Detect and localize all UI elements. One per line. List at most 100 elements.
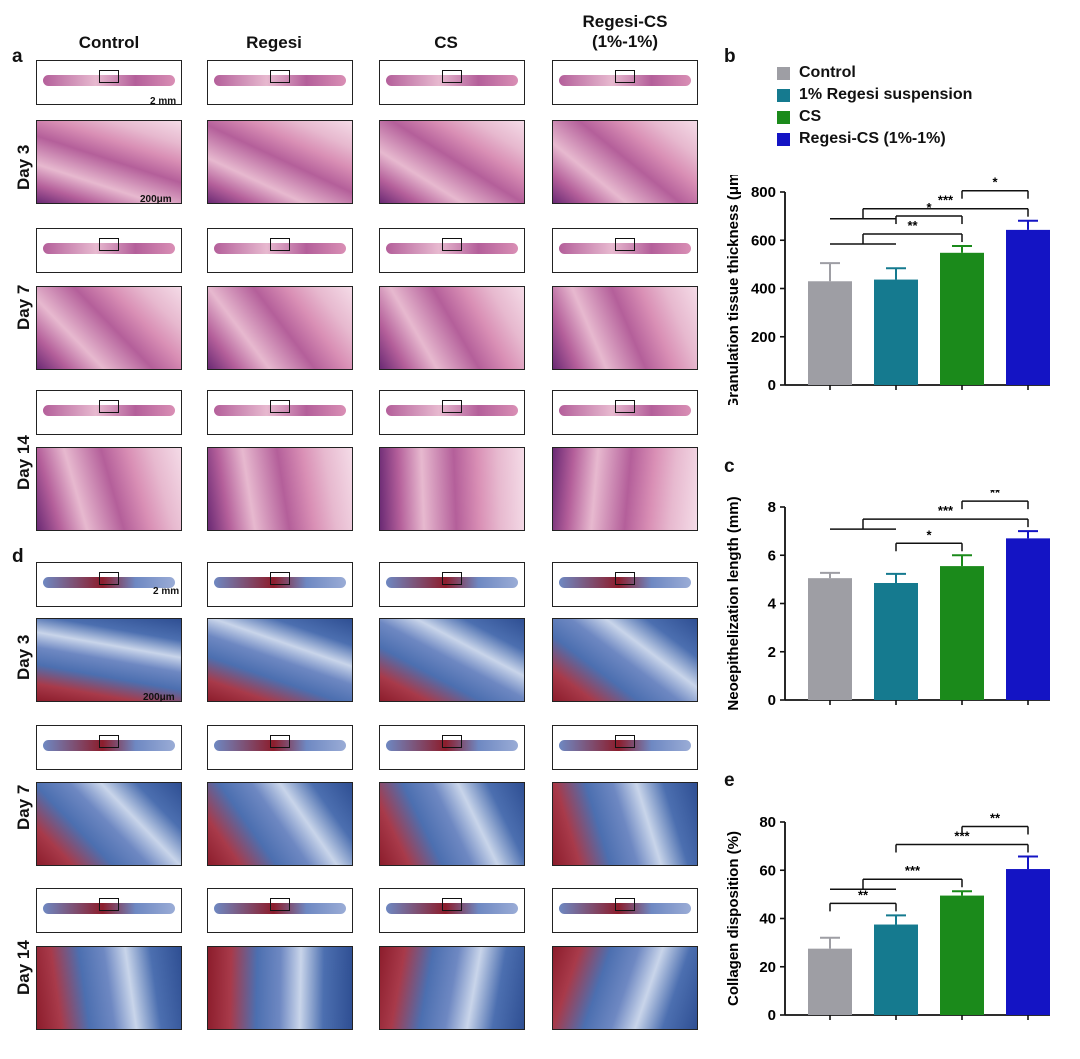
panel-letter-a: a bbox=[12, 46, 23, 67]
bar bbox=[1006, 229, 1050, 385]
tissue-section-strip bbox=[214, 577, 346, 588]
y-axis-label: Collagen disposition (%) bbox=[725, 831, 742, 1006]
mt-thumb-cs-day7 bbox=[379, 725, 525, 770]
region-of-interest-box bbox=[615, 898, 635, 911]
bar bbox=[940, 252, 984, 385]
tissue-section-strip bbox=[43, 405, 175, 416]
panel-letter-e: e bbox=[724, 770, 735, 791]
y-tick-label: 400 bbox=[751, 281, 776, 298]
panel-letter-b: b bbox=[724, 46, 736, 67]
mt-thumb-control-day7 bbox=[36, 725, 182, 770]
region-of-interest-box bbox=[99, 70, 119, 83]
legend-label-control: Control bbox=[799, 64, 856, 81]
he-thumb-regesi-cs-day14 bbox=[552, 390, 698, 435]
bar bbox=[1006, 538, 1050, 700]
significance-label: * bbox=[992, 175, 998, 190]
significance-label: *** bbox=[905, 863, 921, 878]
row-label-mt-day14: Day 14 bbox=[14, 940, 33, 995]
scale-label-thumb-mt: 2 mm bbox=[153, 586, 180, 597]
he-thumb-control-day14 bbox=[36, 390, 182, 435]
significance-label: *** bbox=[954, 828, 970, 843]
legend-item-cs: CS bbox=[777, 106, 972, 128]
bar bbox=[808, 578, 852, 700]
tissue-section-strip bbox=[386, 75, 518, 86]
he-zoom-regesi-day7 bbox=[207, 286, 353, 370]
tissue-section-strip bbox=[214, 740, 346, 751]
y-tick-label: 6 bbox=[768, 547, 776, 564]
significance-label: * bbox=[926, 200, 932, 215]
region-of-interest-box bbox=[99, 238, 119, 251]
he-zoom-cs-day3 bbox=[379, 120, 525, 204]
legend-swatch-control bbox=[777, 66, 790, 80]
mt-zoom-regesi-cs-day3 bbox=[552, 618, 698, 702]
region-of-interest-box bbox=[270, 898, 290, 911]
tissue-section-strip bbox=[43, 75, 175, 86]
he-thumb-regesi-day14 bbox=[207, 390, 353, 435]
region-of-interest-box bbox=[99, 400, 119, 413]
y-tick-label: 800 bbox=[751, 184, 776, 201]
mt-thumb-cs-day3 bbox=[379, 562, 525, 607]
bar bbox=[1006, 869, 1050, 1015]
he-thumb-regesi-day7 bbox=[207, 228, 353, 273]
mt-zoom-regesi-cs-day7 bbox=[552, 782, 698, 866]
region-of-interest-box bbox=[615, 70, 635, 83]
region-of-interest-box bbox=[615, 572, 635, 585]
bar bbox=[940, 566, 984, 700]
legend-item-regesi-cs: Regesi-CS (1%-1%) bbox=[777, 128, 972, 150]
tissue-section-strip bbox=[214, 903, 346, 914]
tissue-section-strip bbox=[43, 903, 175, 914]
mt-thumb-cs-day14 bbox=[379, 888, 525, 933]
chart-granulation-thickness: 0 200 400 600 800 Granulation tissue thicknes… bbox=[725, 175, 1050, 405]
tissue-section-strip bbox=[559, 577, 691, 588]
y-tick-label: 80 bbox=[759, 814, 776, 831]
mt-zoom-regesi-day3 bbox=[207, 618, 353, 702]
he-thumb-control-day3 bbox=[36, 60, 182, 105]
mt-zoom-regesi-cs-day14 bbox=[552, 946, 698, 1030]
significance-label: ** bbox=[990, 810, 1001, 825]
column-header-regesi: Regesi bbox=[246, 33, 302, 52]
y-tick-label: 20 bbox=[759, 959, 776, 976]
tissue-section-strip bbox=[214, 75, 346, 86]
tissue-section-strip bbox=[43, 740, 175, 751]
he-zoom-regesi-day3 bbox=[207, 120, 353, 204]
tissue-section-strip bbox=[386, 243, 518, 254]
region-of-interest-box bbox=[615, 400, 635, 413]
panel-letter-d: d bbox=[12, 546, 24, 567]
region-of-interest-box bbox=[442, 735, 462, 748]
y-tick-label: 60 bbox=[759, 862, 776, 879]
column-header-cs: CS bbox=[434, 33, 458, 52]
region-of-interest-box bbox=[270, 400, 290, 413]
legend-swatch-regesi-cs bbox=[777, 132, 790, 146]
mt-thumb-regesi-cs-day7 bbox=[552, 725, 698, 770]
mt-zoom-cs-day3 bbox=[379, 618, 525, 702]
region-of-interest-box bbox=[99, 572, 119, 585]
bar bbox=[808, 948, 852, 1015]
y-tick-label: 2 bbox=[768, 644, 776, 661]
legend-label-regesi-cs: Regesi-CS (1%-1%) bbox=[799, 130, 946, 147]
tissue-section-strip bbox=[386, 577, 518, 588]
region-of-interest-box bbox=[615, 238, 635, 251]
row-label-he-day14: Day 14 bbox=[14, 435, 33, 490]
mt-thumb-regesi-cs-day3 bbox=[552, 562, 698, 607]
region-of-interest-box bbox=[442, 238, 462, 251]
tissue-section-strip bbox=[559, 75, 691, 86]
region-of-interest-box bbox=[615, 735, 635, 748]
significance-label: *** bbox=[938, 503, 954, 518]
y-axis-label: Neoepithelization length (mm) bbox=[725, 496, 742, 710]
tissue-section-strip bbox=[559, 903, 691, 914]
region-of-interest-box bbox=[99, 898, 119, 911]
y-tick-label: 0 bbox=[768, 1007, 776, 1024]
tissue-section-strip bbox=[559, 405, 691, 416]
region-of-interest-box bbox=[442, 572, 462, 585]
row-label-mt-day7: Day 7 bbox=[14, 784, 33, 830]
he-thumb-cs-day7 bbox=[379, 228, 525, 273]
scale-label-zoom-mt: 200μm bbox=[143, 692, 175, 703]
mt-thumb-regesi-day7 bbox=[207, 725, 353, 770]
region-of-interest-box bbox=[270, 70, 290, 83]
tissue-section-strip bbox=[386, 740, 518, 751]
region-of-interest-box bbox=[442, 400, 462, 413]
bar bbox=[940, 895, 984, 1015]
he-zoom-cs-day7 bbox=[379, 286, 525, 370]
mt-zoom-control-day3 bbox=[36, 618, 182, 702]
